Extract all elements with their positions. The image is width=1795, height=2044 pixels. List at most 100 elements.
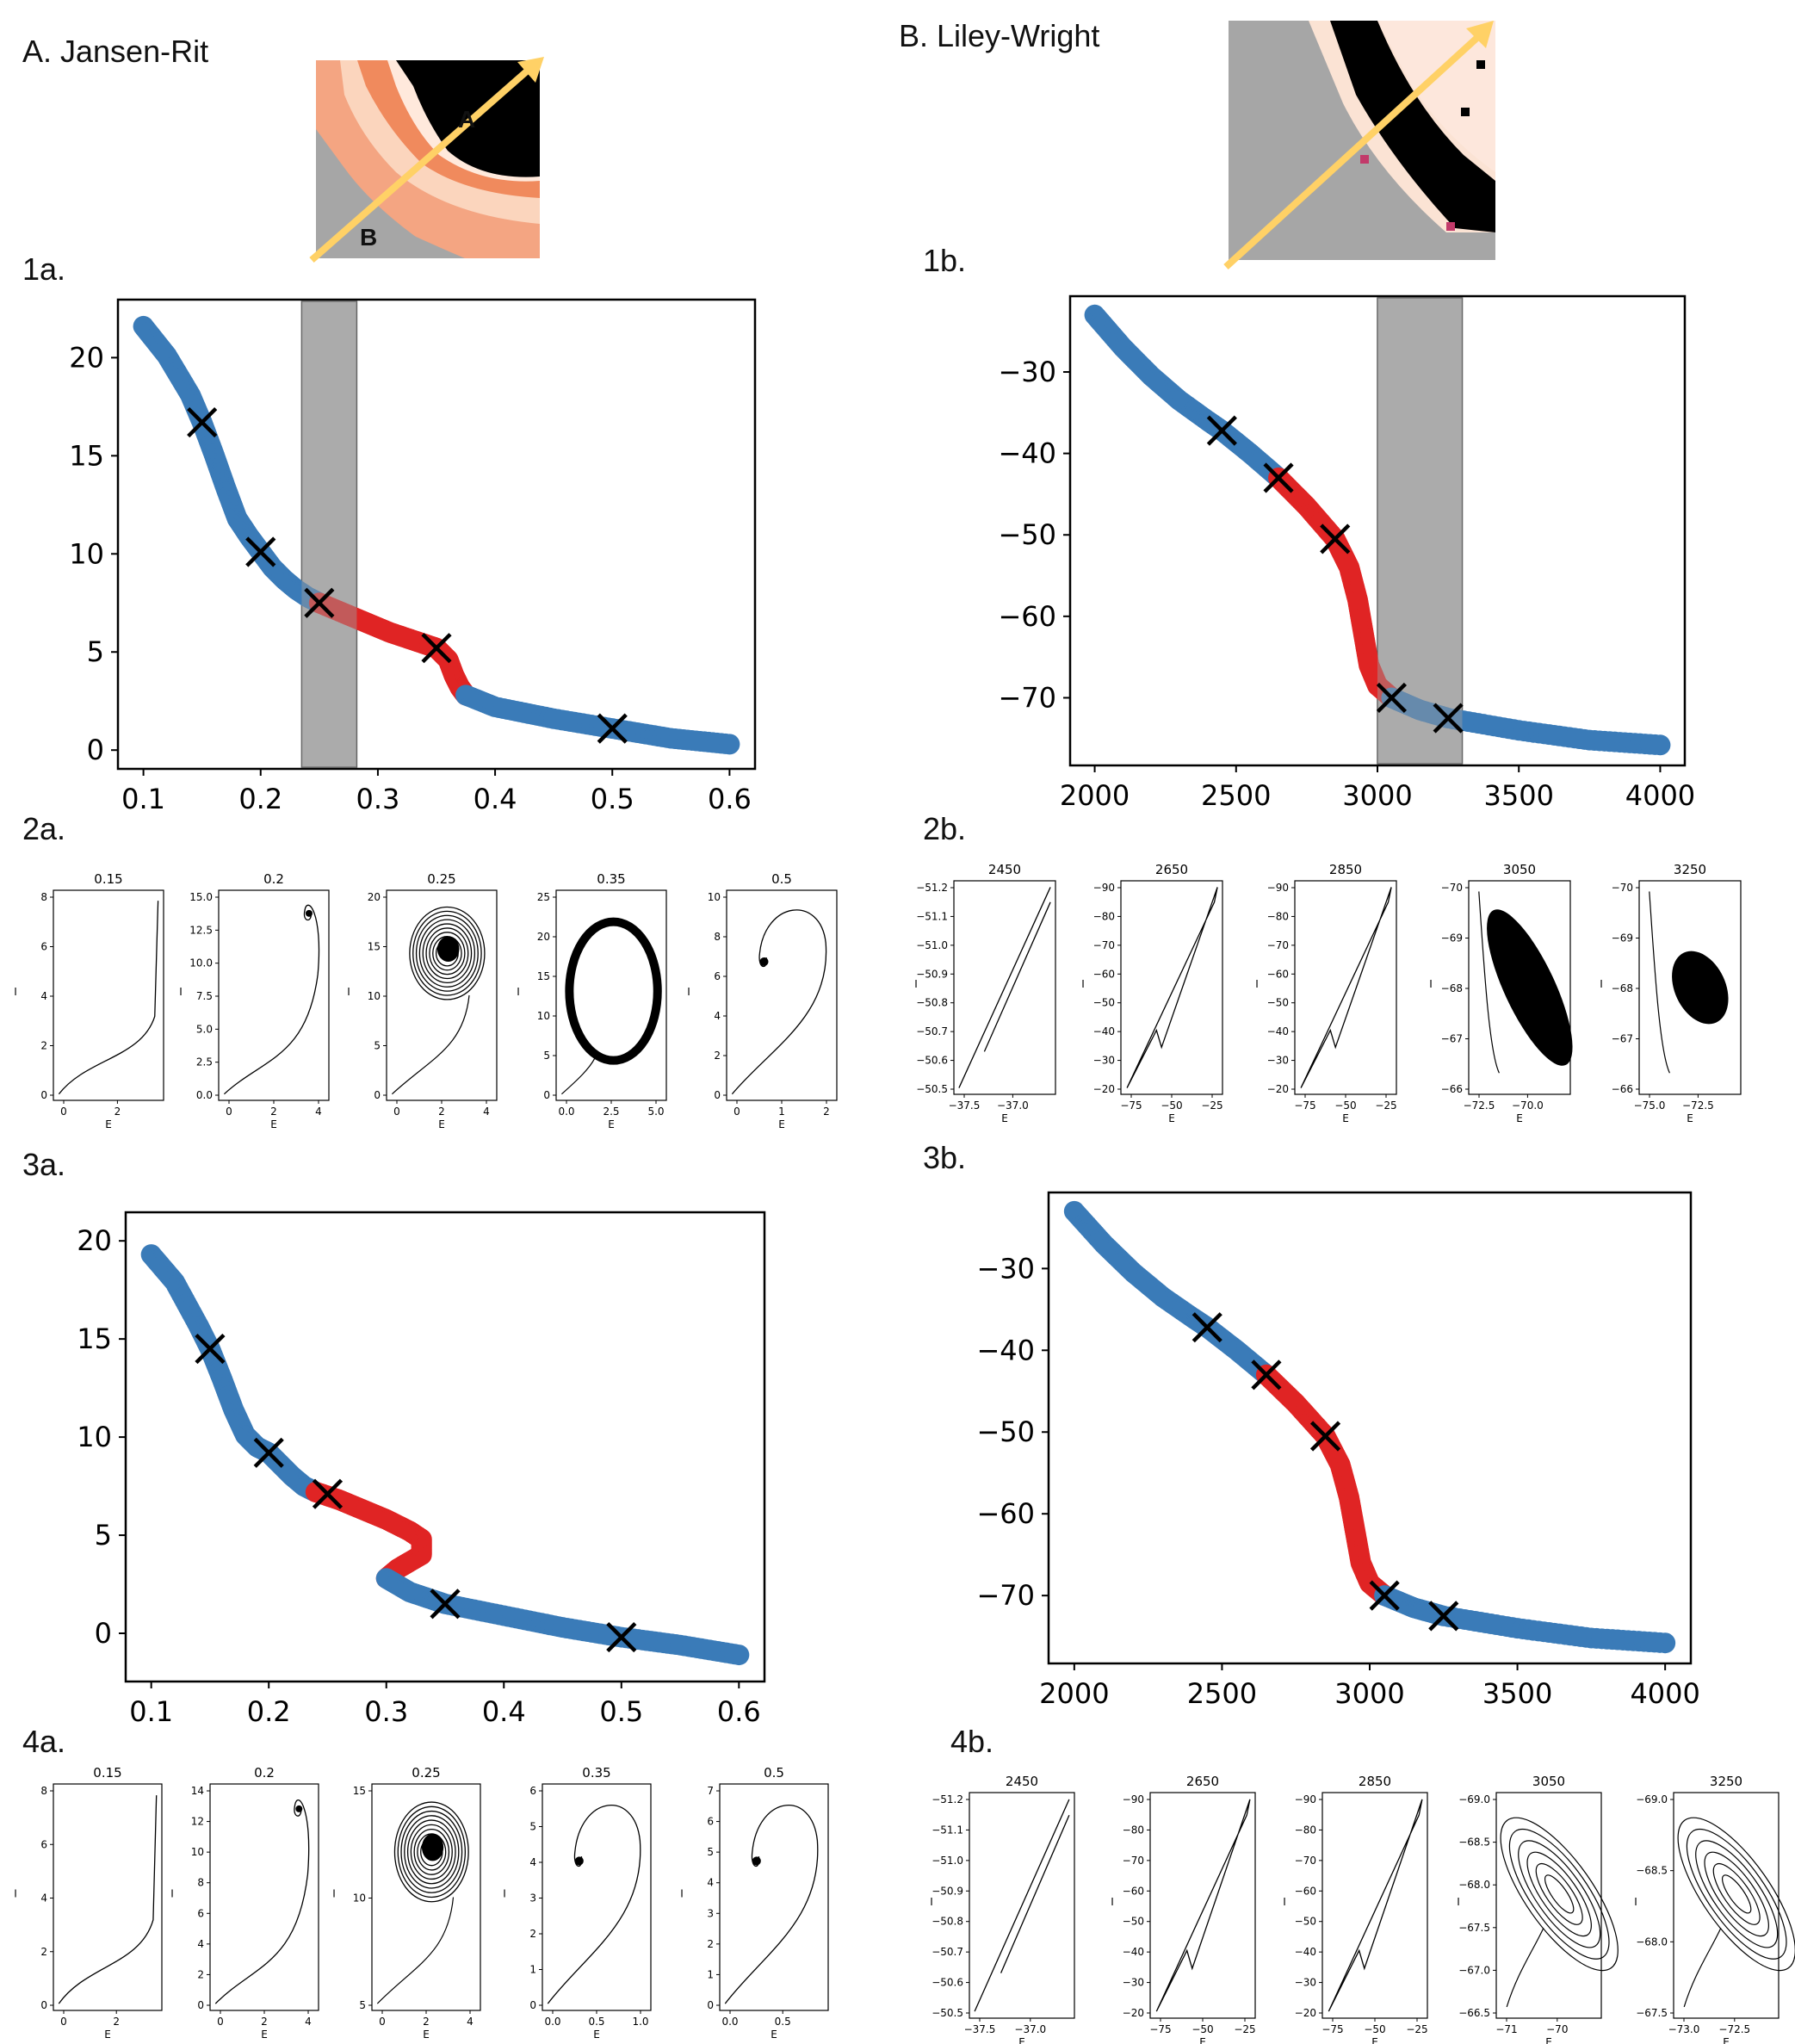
x-tick-label: 0.5	[599, 1695, 643, 1728]
y-tick-label: −30	[976, 1252, 1035, 1285]
x-tick-label: 4000	[1630, 1677, 1699, 1710]
phase-y-tick-label: 2	[197, 1968, 204, 1980]
phase-plot: 0.35 0 5 10 15 20 25 0.0 2.5 5.0 E I	[517, 871, 667, 1130]
phase-x-tick-label: 2	[113, 2016, 120, 2028]
x-tick-label: 0.4	[482, 1695, 526, 1728]
x-marker-stroke	[1192, 1312, 1222, 1343]
phase-y-tick-label: −40	[1267, 1025, 1289, 1037]
phase-x-tick-label: −75	[1120, 1099, 1142, 1112]
chart-3a: 0.1 0.2 0.3 0.4 0.5 0.6 0 5 10 15 20	[77, 1211, 766, 1728]
phase-y-label: I	[517, 986, 520, 998]
phase-y-tick-label: −68.0	[1458, 1879, 1490, 1891]
chart-1b: 2000 2500 3000 3500 4000 −30 −40 −50 −60 −70	[998, 294, 1695, 812]
x-tick-label: 0.3	[356, 783, 399, 815]
phase-y-tick-label: 15	[353, 1785, 366, 1797]
phase-y-tick-label: 1	[529, 1964, 536, 1976]
phase-y-tick-label: −67	[1612, 1033, 1633, 1045]
phase-y-tick-label: −50.7	[916, 1025, 948, 1037]
x-tick-label: 2000	[1039, 1677, 1109, 1710]
phase-plot: 2850 −20 −30 −40 −50 −60 −70 −80 −90 −75 −50 −25 E I	[1283, 1774, 1427, 2044]
phase-x-tick-label: 2.5	[603, 1106, 619, 1118]
x-marker	[1206, 415, 1237, 446]
phase-x-tick-label: −25	[1201, 1099, 1222, 1112]
x-marker-stroke	[187, 407, 218, 438]
phase-y-tick-label: −90	[1093, 882, 1115, 894]
limit-cycle	[1722, 1874, 1752, 1914]
data-point	[1650, 734, 1671, 756]
phase-y-tick-label: −20	[1093, 1083, 1115, 1095]
trajectory	[58, 1795, 158, 2004]
phase-y-tick-label: 3	[707, 1907, 714, 1919]
phase-y-tick-label: −69.0	[1458, 1793, 1490, 1806]
x-marker-stroke	[1428, 1601, 1459, 1632]
x-marker	[1433, 703, 1464, 734]
phase-y-tick-label: −60	[1295, 1885, 1316, 1897]
phase-title: 0.5	[771, 871, 792, 887]
phase-y-tick-label: −20	[1295, 2007, 1316, 2019]
phase-x-tick-label: −75.0	[1634, 1099, 1666, 1112]
limit-cycle	[418, 919, 476, 988]
y-tick-label: 10	[69, 537, 104, 570]
limit-cycle	[1518, 1840, 1601, 1948]
title-jansen-rit: A. Jansen-Rit	[22, 34, 208, 69]
y-tick-label: −70	[976, 1579, 1035, 1612]
phase-x-tick-label: 0	[393, 1106, 400, 1118]
phase-y-tick-label: 8	[40, 891, 47, 903]
phase-x-tick-label: −37.5	[949, 1099, 981, 1112]
limit-cycle	[397, 1806, 467, 1898]
phase-x-label: E	[593, 2029, 600, 2041]
trajectory	[1300, 887, 1392, 1088]
limit-cycle	[422, 923, 473, 984]
limit-cycle	[417, 1833, 447, 1871]
phase-y-tick-label: 7	[707, 1785, 714, 1797]
phase-title: 0.2	[263, 871, 284, 887]
limit-cycle	[393, 1801, 469, 1903]
phase-y-tick-label: 6	[40, 1838, 47, 1850]
phase-frame	[218, 889, 330, 1101]
phase-plot: 0.35 0 1 2 3 4 5 6 0.0 0.5 1.0 E I	[503, 1765, 652, 2041]
phase-y-tick-label: −67.0	[1458, 1964, 1490, 1976]
phase-x-label: E	[1687, 1112, 1693, 1124]
phase-x-tick-label: −75	[1294, 1099, 1315, 1112]
x-marker-stroke	[195, 1333, 226, 1365]
x-marker-stroke	[1433, 703, 1464, 734]
x-marker-stroke	[606, 1621, 637, 1653]
phase-y-tick-label: 6	[707, 1816, 714, 1828]
x-marker-stroke	[1369, 1580, 1400, 1611]
phase-title: 2450	[988, 862, 1021, 877]
series-unstable	[1255, 1364, 1396, 1607]
phase-y-tick-label: −50.6	[916, 1055, 948, 1067]
phase-y-tick-label: 0.0	[196, 1089, 213, 1101]
phase-y-tick-label: 20	[537, 931, 550, 943]
x-tick-label: 0.1	[129, 1695, 173, 1728]
limit-cycle	[1686, 1828, 1787, 1960]
phase-x-label: E	[771, 2029, 777, 2041]
phase-y-tick-label: 7.5	[196, 990, 213, 1002]
phase-x-tick-label: 2	[261, 2016, 268, 2028]
x-marker	[245, 536, 276, 567]
phase-y-tick-label: −50.8	[932, 1916, 963, 1928]
x-marker	[195, 1333, 226, 1365]
phase-y-tick-label: −69.0	[1636, 1793, 1668, 1806]
phase-x-label: E	[104, 2029, 111, 2041]
trajectory	[223, 904, 320, 1095]
phase-y-label: I	[347, 986, 350, 998]
phase-plot: 0.2 0.0 2.5 5.0 7.5 10.0 12.5 15.0 0 2 4 E I	[179, 871, 330, 1130]
chart-1a: 0.1 0.2 0.3 0.4 0.5 0.6 0 5 10 15 20	[69, 298, 757, 815]
x-marker-stroke	[245, 536, 276, 567]
limit-cycle	[406, 1819, 456, 1885]
x-tick-label: 0.5	[591, 783, 634, 815]
x-tick-label: 3500	[1484, 779, 1554, 812]
phase-title: 3250	[1674, 862, 1706, 877]
phase-y-label: I	[1255, 978, 1259, 990]
trajectory	[214, 1799, 310, 2004]
phase-x-label: E	[1001, 1112, 1008, 1124]
x-tick-label: 0.6	[708, 783, 752, 815]
limit-cycle	[425, 927, 469, 980]
phase-y-tick-label: −68.0	[1636, 1936, 1668, 1948]
phase-title: 0.25	[412, 1765, 440, 1781]
phase-row-2b: 2450 −50.5 −50.6 −50.7 −50.8 −50.9 −51.0 −51.1 −…	[914, 862, 1742, 1124]
